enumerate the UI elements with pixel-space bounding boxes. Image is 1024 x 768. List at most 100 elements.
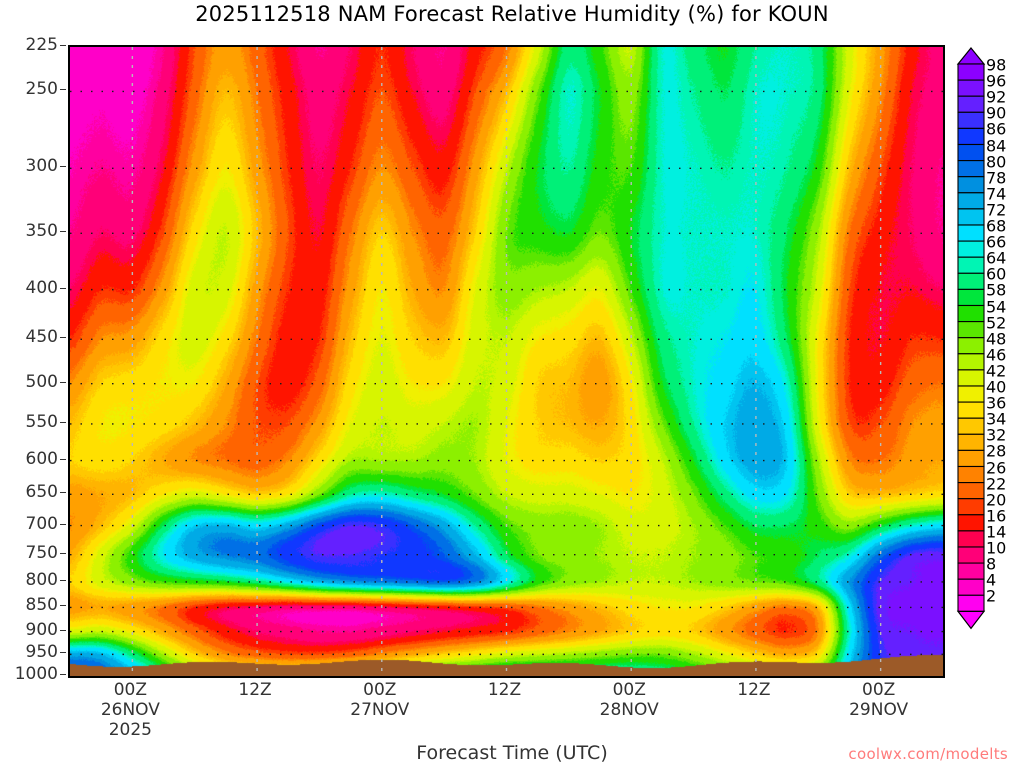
y-axis-tick-label: 650	[25, 482, 58, 503]
colorbar-swatch	[957, 127, 985, 146]
colorbar-swatch	[957, 192, 985, 210]
y-axis-tick-label: 900	[25, 619, 58, 640]
colorbar-tick-label: 74	[986, 184, 1007, 204]
y-axis-tick-label: 750	[25, 542, 58, 563]
colorbar-swatch	[957, 514, 985, 532]
x-axis-tick-time: 12Z	[737, 680, 771, 700]
colorbar-tick-label: 48	[986, 329, 1007, 349]
colorbar-tick-label: 92	[986, 87, 1007, 107]
y-axis-tick	[60, 605, 66, 607]
colorbar-tick-label: 90	[986, 103, 1007, 123]
colorbar-swatch	[957, 304, 985, 323]
y-axis-labels: 225 250 300 350 400 450 500 550 600 650 700 750 800 8…	[0, 35, 66, 684]
colorbar-swatch	[957, 272, 985, 290]
colorbar-tick-label: 68	[986, 216, 1007, 236]
colorbar-tick-label: 54	[986, 297, 1007, 316]
y-axis-tick	[60, 45, 66, 46]
y-axis-tick-label: 950	[25, 642, 58, 663]
colorbar-swatch	[957, 95, 985, 113]
colorbar-swatch	[957, 594, 985, 612]
y-axis-tick-label: 450	[25, 327, 58, 348]
y-axis-tick	[60, 552, 66, 554]
y-axis-tick	[60, 89, 66, 91]
colorbar-tick-label: 36	[986, 393, 1007, 413]
y-axis-tick-label: 250	[25, 79, 58, 100]
y-axis-tick	[60, 166, 66, 168]
x-axis-tick-time: 00Z	[612, 680, 646, 700]
y-axis-tick-label: 300	[25, 156, 58, 177]
colorbar-swatch	[957, 353, 985, 371]
colorbar-swatch	[957, 417, 985, 435]
y-axis-tick	[60, 652, 66, 654]
colorbar-tick-label: 42	[986, 361, 1007, 381]
x-axis-tick-group: 00Z 28NOV	[600, 680, 659, 720]
x-axis-labels: 00Z 26NOV 2025 12Z 00Z 27NOV 12Z 00Z 28NOV 12Z 00Z…	[0, 680, 1024, 760]
x-axis-tick-group: 00Z 27NOV	[350, 680, 409, 720]
plot-area	[68, 45, 945, 678]
colorbar-tick-label: 72	[986, 200, 1007, 220]
colorbar-tick-label: 52	[986, 313, 1007, 333]
colorbar-tick-label: 58	[986, 280, 1007, 300]
x-axis-tick-group: 12Z	[238, 680, 271, 700]
colorbar-swatch	[957, 498, 985, 516]
colorbar-tick-label: 66	[986, 232, 1007, 252]
colorbar-tick-label: 98	[986, 55, 1007, 75]
humidity-contour-field	[70, 47, 943, 676]
colorbar-tick-label: 80	[986, 152, 1007, 172]
y-axis-tick	[60, 231, 66, 233]
colorbar-tick-label: 16	[986, 506, 1007, 526]
colorbar-swatch	[957, 176, 985, 194]
x-axis-tick-year: 2025	[108, 720, 152, 740]
x-axis-tick-date: 29NOV	[849, 700, 909, 720]
colorbar-swatch	[957, 321, 985, 339]
colorbar-tick-label: 28	[986, 441, 1007, 461]
y-axis-tick	[60, 458, 66, 460]
colorbar-swatch	[957, 208, 985, 226]
colorbar-under-arrow	[956, 610, 986, 630]
colorbar-swatch	[957, 369, 985, 387]
page-title: 2025112518 NAM Forecast Relative Humidit…	[195, 2, 829, 26]
x-axis-tick-date: 26NOV	[100, 700, 160, 720]
colorbar-labels: 98 96 92 90 86 84 80 78 74 72 68 66 64 60 58 54 52 48 46 42…	[986, 47, 1024, 667]
x-axis-tick-time: 00Z	[363, 680, 397, 700]
colorbar-swatch	[957, 224, 985, 242]
x-axis-tick-group: 00Z 26NOV 2025	[101, 680, 160, 740]
colorbar-swatch	[957, 256, 985, 274]
colorbar-swatch	[957, 433, 985, 451]
colorbar-tick-label: 86	[986, 119, 1007, 139]
colorbar-tick-label: 60	[986, 264, 1007, 284]
watermark: coolwx.com/modelts	[848, 745, 1008, 763]
y-axis-tick-label: 800	[25, 569, 58, 590]
colorbar-swatch	[957, 143, 985, 162]
y-axis-tick	[60, 492, 66, 494]
colorbar-swatch	[957, 546, 985, 564]
y-axis-tick	[60, 421, 66, 423]
colorbar-swatch	[957, 385, 985, 403]
y-axis-tick-label: 350	[25, 221, 58, 242]
y-axis-tick	[60, 674, 66, 675]
colorbar-swatch	[957, 449, 985, 468]
colorbar-swatch	[957, 562, 985, 580]
colorbar-swatch	[957, 288, 985, 307]
colorbar-tick-label: 8	[986, 554, 997, 574]
x-axis-tick-time: 12Z	[487, 680, 522, 700]
y-axis-tick-label: 850	[25, 595, 58, 616]
y-axis-tick-label: 550	[25, 411, 58, 432]
colorbar-tick-label: 22	[986, 474, 1007, 494]
x-axis-tick-group: 12Z	[737, 680, 770, 700]
colorbar-tick-label: 2	[986, 586, 997, 606]
colorbar-swatch	[957, 63, 985, 81]
colorbar	[956, 47, 986, 630]
y-axis-tick-label: 225	[25, 35, 58, 55]
x-axis-tick-date: 28NOV	[599, 700, 659, 720]
y-axis-tick-label: 600	[25, 448, 58, 469]
y-axis-tick-label: 400	[25, 277, 58, 298]
colorbar-swatch	[957, 79, 985, 97]
y-axis-tick	[60, 523, 66, 525]
colorbar-swatch	[957, 111, 985, 129]
colorbar-swatch	[957, 465, 985, 484]
x-axis-tick-time: 00Z	[113, 680, 147, 700]
y-axis-tick-label: 1000	[14, 664, 58, 684]
y-axis-tick	[60, 381, 66, 383]
